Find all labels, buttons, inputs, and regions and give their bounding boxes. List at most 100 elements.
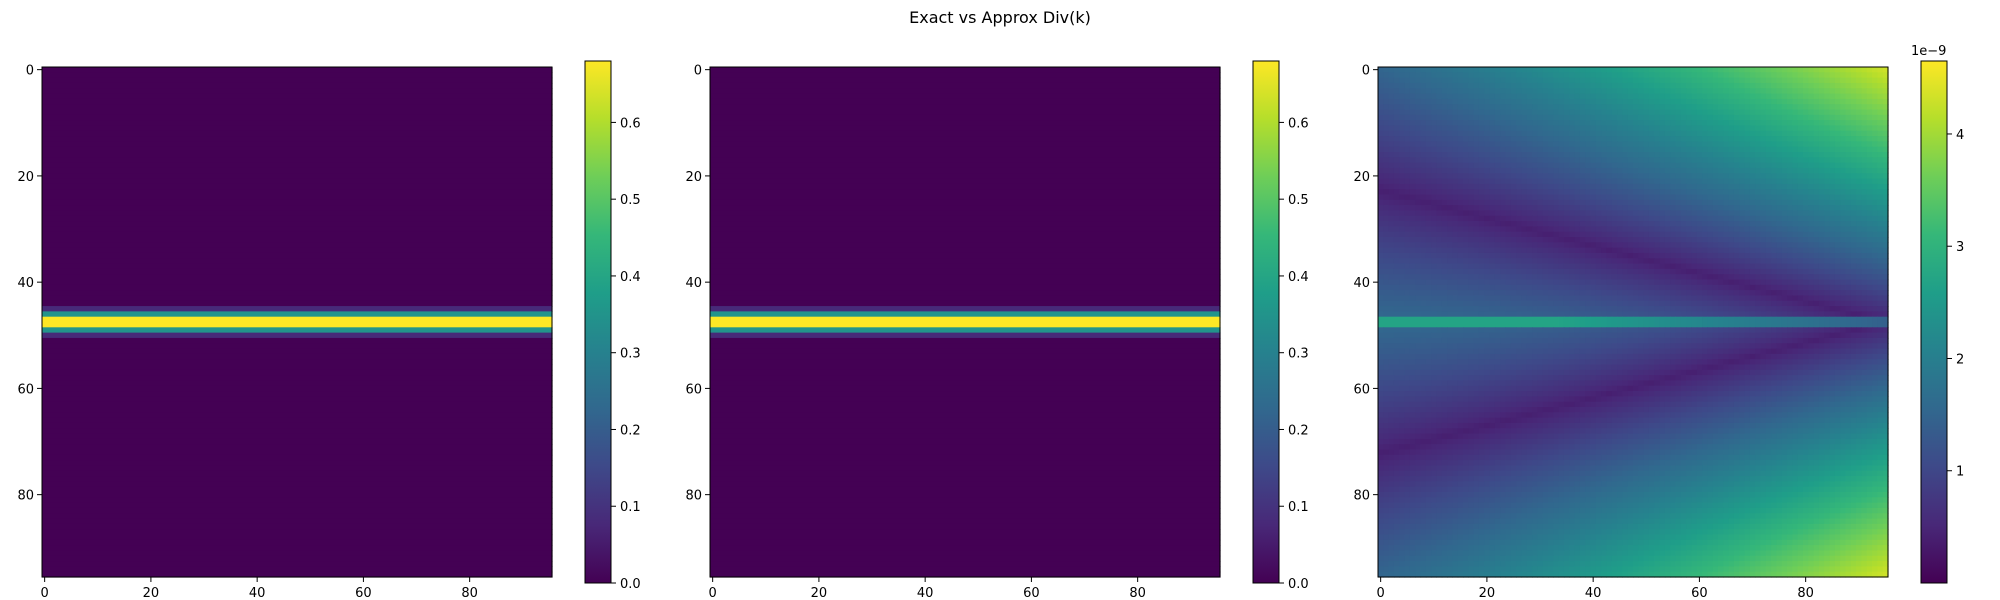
heatmap-cell <box>42 284 553 291</box>
heatmap-cell <box>1686 210 1693 217</box>
heatmap-cell <box>1494 152 1501 158</box>
heatmap-cell <box>1633 183 1639 190</box>
heatmap-cell <box>1638 237 1645 243</box>
heatmap-cell <box>1431 162 1438 169</box>
heatmap-cell <box>1574 316 1581 323</box>
heatmap-cell <box>1478 221 1485 227</box>
heatmap-cell <box>1409 258 1422 265</box>
heatmap-cell <box>1755 109 1762 116</box>
heatmap-cell <box>1617 104 1623 111</box>
heatmap-cell <box>1850 152 1857 158</box>
heatmap-cell <box>1733 343 1740 350</box>
heatmap-cell <box>1824 173 1831 180</box>
heatmap-cell <box>1686 316 1693 323</box>
heatmap-cell <box>1771 205 1778 212</box>
heatmap-cell <box>1500 284 1512 291</box>
heatmap-cell <box>1808 343 1815 350</box>
heatmap-cell <box>1781 258 1788 265</box>
heatmap-cell <box>1468 210 1475 217</box>
heatmap-cell <box>1537 199 1544 206</box>
heatmap-cell <box>1505 210 1512 217</box>
heatmap-cell <box>1595 231 1602 238</box>
heatmap-cell <box>1420 327 1438 334</box>
heatmap-cell <box>1712 247 1719 254</box>
heatmap-cell <box>1420 306 1432 312</box>
heatmap-cell <box>1399 120 1406 127</box>
heatmap-cell <box>1675 337 1682 344</box>
heatmap-cell <box>1388 109 1395 116</box>
heatmap-cell <box>1643 167 1650 174</box>
heatmap-cell <box>1728 189 1735 196</box>
heatmap-cell <box>1781 247 1788 254</box>
heatmap-cell <box>1755 274 1762 281</box>
heatmap-cell <box>1733 284 1740 291</box>
heatmap-cell <box>1378 194 1384 201</box>
heatmap-cell <box>1659 109 1666 116</box>
heatmap-cell <box>1617 205 1623 212</box>
heatmap-cell <box>1733 306 1740 312</box>
heatmap-cell <box>1850 322 1857 328</box>
heatmap-cell <box>1431 136 1438 142</box>
heatmap-cell <box>1500 205 1507 212</box>
heatmap-cell <box>1627 130 1634 137</box>
heatmap-cell <box>1441 125 1448 132</box>
heatmap-cell <box>1638 332 1645 339</box>
heatmap-cell <box>1659 268 1666 275</box>
heatmap-cell <box>1834 178 1841 185</box>
heatmap-cell <box>1696 72 1703 79</box>
heatmap-cell <box>1420 82 1427 89</box>
heatmap-cell <box>42 337 553 344</box>
heatmap-cell <box>1425 258 1432 265</box>
heatmap-cell <box>1872 189 1878 196</box>
heatmap-cell <box>1611 268 1618 275</box>
heatmap-cell <box>1537 237 1544 243</box>
heatmap-cell <box>1712 183 1719 190</box>
heatmap-cell <box>1638 316 1645 323</box>
heatmap-cell <box>1850 72 1857 79</box>
heatmap-cell <box>1378 322 1560 328</box>
heatmap-cell <box>1404 178 1411 185</box>
heatmap-cell <box>1824 152 1831 158</box>
heatmap-cell <box>1702 72 1708 79</box>
heatmap-cell <box>1606 67 1613 73</box>
heatmap-cell <box>1431 199 1438 206</box>
heatmap-cell <box>1787 152 1793 158</box>
heatmap-cell <box>42 380 553 387</box>
heatmap-cell <box>1399 258 1411 265</box>
heatmap-cell <box>1845 77 1852 84</box>
heatmap-cell <box>1680 189 1687 196</box>
heatmap-cell <box>1776 162 1783 169</box>
heatmap-cell <box>1532 210 1538 217</box>
heatmap-cell <box>1723 247 1730 254</box>
heatmap-cell <box>710 391 1221 397</box>
heatmap-cell <box>1431 167 1438 174</box>
heatmap-cell <box>1712 98 1719 105</box>
heatmap-cell <box>1882 263 1889 270</box>
heatmap-cell <box>1420 252 1427 259</box>
heatmap-cell <box>1574 247 1581 254</box>
heatmap-cell <box>1840 322 1847 328</box>
heatmap-cell <box>1702 136 1708 142</box>
heatmap-cell <box>1733 237 1740 243</box>
heatmap-cell <box>1532 252 1538 259</box>
heatmap-cell <box>710 534 1221 541</box>
heatmap-cell <box>1739 178 1746 185</box>
heatmap-cell <box>1648 295 1655 302</box>
heatmap-cell <box>1872 210 1878 217</box>
heatmap-cell <box>1702 104 1708 111</box>
heatmap-cell <box>1510 242 1517 249</box>
heatmap-cell <box>1803 82 1809 89</box>
heatmap-cell <box>42 88 553 95</box>
heatmap-cell <box>1648 173 1655 180</box>
heatmap-cell <box>1718 136 1724 142</box>
heatmap-cell <box>1579 284 1586 291</box>
heatmap-cell <box>1829 141 1836 148</box>
heatmap-cell <box>1718 125 1724 132</box>
heatmap-cell <box>1797 152 1804 158</box>
heatmap-cell <box>1648 146 1655 153</box>
heatmap-cell <box>1813 77 1820 84</box>
heatmap-cell <box>1548 337 1554 344</box>
heatmap-cell <box>1824 247 1831 254</box>
heatmap-cell <box>1622 82 1629 89</box>
heatmap-cell <box>1526 88 1533 95</box>
